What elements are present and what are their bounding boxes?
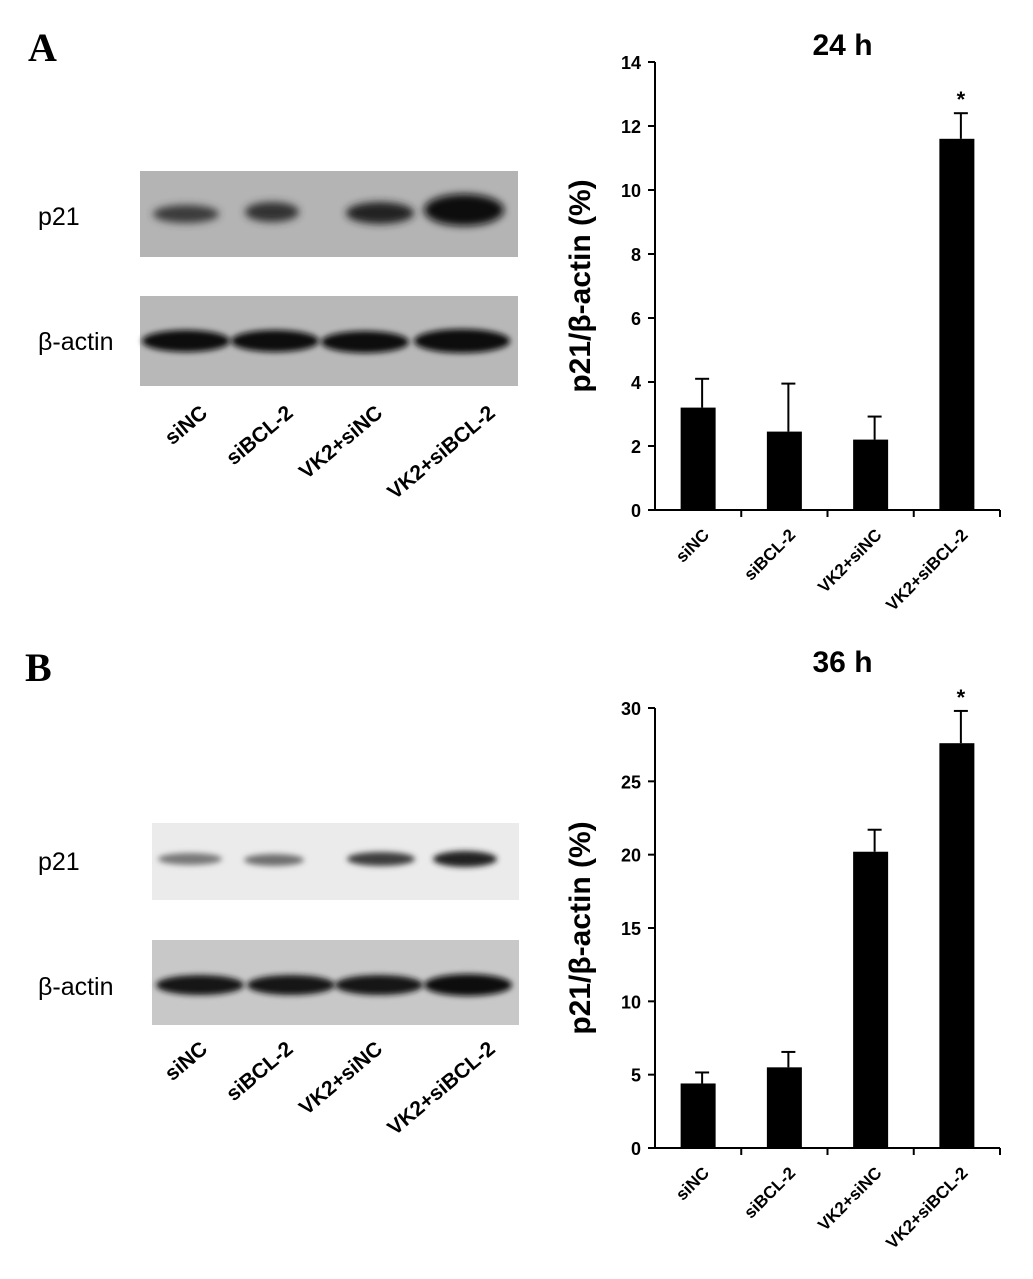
panel-letter-b: B (25, 645, 52, 690)
y-tick-label-b-0: 0 (631, 1139, 641, 1159)
y-tick-label-a-3: 6 (631, 309, 641, 329)
blot-row-label-p21-b: p21 (38, 848, 80, 876)
bar-b-2 (766, 1067, 802, 1148)
bar-b-3 (853, 851, 889, 1148)
significance-star-b: * (957, 685, 966, 710)
y-tick-label-a-7: 14 (621, 53, 641, 73)
y-tick-label-b-5: 25 (621, 772, 641, 792)
chart-title-b: 36 h (812, 646, 872, 679)
x-tick-label-b-4: VK2+siBCL-2 (882, 1163, 971, 1252)
y-tick-label-b-3: 15 (621, 919, 641, 939)
bar-a-4 (939, 138, 975, 511)
bar-a-2 (766, 431, 802, 510)
bar-a-1 (680, 407, 716, 510)
blot-row-label-p21-a: p21 (38, 203, 80, 231)
panel-letter-a: A (28, 25, 57, 70)
y-tick-label-a-0: 0 (631, 501, 641, 521)
chart-title-a: 24 h (812, 29, 872, 62)
blot-row-label-actin-b: β-actin (38, 973, 114, 1001)
x-tick-label-b-3: VK2+siNC (814, 1163, 885, 1234)
y-tick-label-a-2: 4 (631, 373, 641, 393)
y-tick-label-a-6: 12 (621, 117, 641, 137)
y-axis-label-a: p21/β-actin (%) (564, 179, 597, 392)
y-tick-label-a-4: 8 (631, 245, 641, 265)
x-tick-label-b-1: siNC (672, 1163, 713, 1204)
y-tick-label-b-4: 20 (621, 846, 641, 866)
y-axis-label-b: p21/β-actin (%) (564, 821, 597, 1034)
x-tick-label-b-2: siBCL-2 (740, 1163, 799, 1222)
bar-a-3 (853, 439, 889, 510)
blot-row-label-actin-a: β-actin (38, 328, 114, 356)
bar-b-1 (680, 1083, 716, 1148)
bar-b-4 (939, 743, 975, 1148)
y-tick-label-a-1: 2 (631, 437, 641, 457)
significance-star-a: * (957, 87, 966, 112)
y-tick-label-b-6: 30 (621, 699, 641, 719)
y-tick-label-a-5: 10 (621, 181, 641, 201)
y-tick-label-b-1: 5 (631, 1066, 641, 1086)
y-tick-label-b-2: 10 (621, 992, 641, 1012)
